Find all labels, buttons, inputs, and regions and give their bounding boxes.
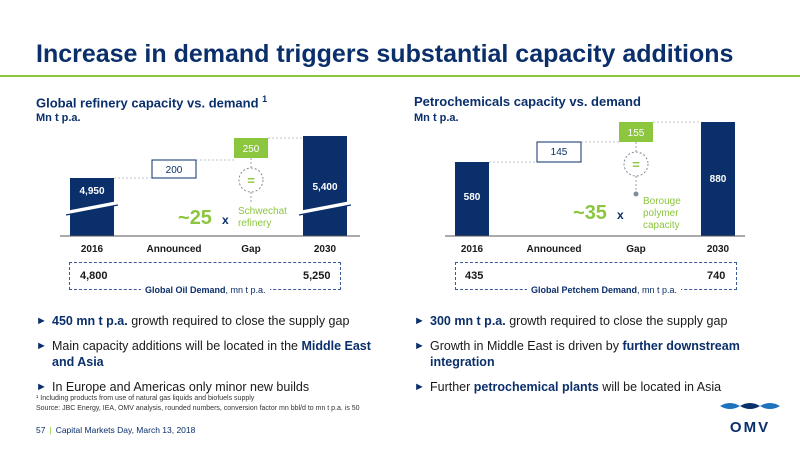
bullet-item: ► Main capacity additions will be located… [36, 339, 371, 369]
axis-break-left [65, 201, 119, 215]
bar-2030 [303, 136, 347, 236]
right-chart-unit: Mn t p.a. [414, 112, 459, 124]
bar-label-2030: 5,400 [312, 182, 337, 193]
source-line: Source: JBC Energy, IEA, OMV analysis, r… [36, 405, 360, 412]
left-demand-caption: Global Oil Demand, mn t p.a. [141, 285, 270, 295]
bar-gap [619, 122, 653, 142]
bar-label-gap: 155 [628, 128, 645, 139]
gap-note-2: polymer [643, 208, 679, 219]
footer: 57 | Capital Markets Day, March 13, 2018 [36, 425, 195, 435]
footnote-mark: 1 [262, 94, 268, 104]
right-demand-start: 435 [465, 270, 484, 282]
title-rule [0, 75, 800, 77]
bullet-item: ► Growth in Middle East is driven by furt… [414, 339, 740, 369]
petchem-chart: 580 145 155 880 = ~35 x Borouge polymer … [445, 121, 745, 255]
arrow-right-icon: ► [36, 381, 47, 393]
left-chart-unit: Mn t p.a. [36, 112, 81, 124]
gap-multiplier: ~25 [178, 207, 212, 229]
bullet-item: ► In Europe and Americas only minor new b… [36, 380, 310, 394]
category-label: Announced [527, 244, 582, 255]
bar-gap [234, 138, 268, 158]
right-chart-title: Petrochemicals capacity vs. demand [414, 94, 641, 109]
gap-note-2: refinery [238, 218, 271, 229]
bar-2030 [701, 122, 735, 236]
category-label: 2030 [314, 244, 337, 255]
bar-label-announced: 145 [551, 147, 568, 158]
bullet-item: ► 450 mn t p.a. growth required to close … [36, 314, 350, 328]
category-label: 2030 [707, 244, 730, 255]
bar-label-announced: 200 [166, 165, 183, 176]
left-demand-end: 5,250 [303, 270, 331, 282]
gap-multiplier: ~35 [573, 202, 607, 224]
category-label: Gap [241, 244, 260, 255]
bullet-item: ► 300 mn t p.a. growth required to close … [414, 314, 728, 328]
footer-event: Capital Markets Day, March 13, 2018 [55, 425, 196, 435]
svg-text:OMV: OMV [730, 419, 770, 436]
arrow-right-icon: ► [414, 381, 425, 393]
right-demand-end: 740 [707, 270, 726, 282]
left-demand-start: 4,800 [80, 270, 108, 282]
page-number: 57 [36, 425, 46, 435]
footer-separator: | [49, 425, 52, 435]
refinery-chart: 4,950 200 250 5,400 = ~25 x Schwechat re… [60, 136, 360, 255]
bar-2016 [455, 162, 489, 236]
bullet-item: ► Further petrochemical plants will be lo… [414, 380, 722, 394]
gap-note-1: Borouge [643, 196, 681, 207]
equals-circle [238, 167, 264, 193]
bar-announced [151, 159, 197, 179]
bar-label-2016: 4,950 [79, 186, 104, 197]
gap-note-1: Schwechat [238, 206, 287, 217]
category-label: 2016 [461, 244, 484, 255]
arrow-right-icon: ► [414, 315, 425, 327]
equals-circle [623, 151, 649, 177]
bullets-right: ► 300 mn t p.a. growth required to close … [414, 313, 774, 404]
category-label: Announced [147, 244, 202, 255]
right-demand-caption: Global Petchem Demand, mn t p.a. [527, 285, 682, 295]
bar-label-gap: 250 [243, 144, 260, 155]
equals-sign: = [247, 173, 255, 188]
gap-multiplier-x: x [617, 208, 624, 222]
omv-logo: OMV [720, 403, 780, 436]
left-chart-title: Global refinery capacity vs. demand 1 [36, 94, 268, 111]
arrow-right-icon: ► [36, 340, 47, 352]
gap-note-3: capacity [643, 220, 680, 231]
bullets-left: ► 450 mn t p.a. growth required to close … [36, 313, 376, 404]
equals-sign: = [632, 157, 640, 172]
bar-announced [536, 141, 582, 163]
footnotes: ¹ Including products from use of natural… [36, 394, 360, 414]
bar-label-2016: 580 [464, 192, 481, 203]
page-title: Increase in demand triggers substantial … [36, 40, 734, 68]
arrow-right-icon: ► [414, 340, 425, 352]
footnote-line: ¹ Including products from use of natural… [36, 395, 255, 402]
category-label: Gap [626, 244, 645, 255]
gap-multiplier-x: x [222, 213, 229, 227]
bar-label-2030: 880 [710, 174, 727, 185]
arrow-right-icon: ► [36, 315, 47, 327]
category-label: 2016 [81, 244, 104, 255]
